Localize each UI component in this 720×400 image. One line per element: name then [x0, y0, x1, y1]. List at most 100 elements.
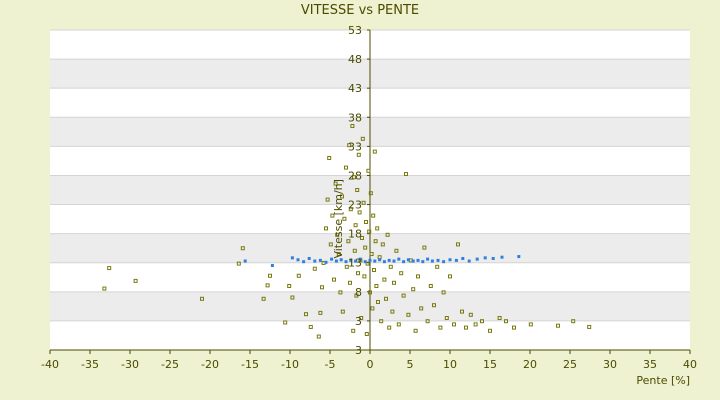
scatter-point	[435, 264, 440, 269]
scatter-point	[411, 259, 415, 263]
scatter-point	[348, 207, 353, 212]
scatter-point	[290, 256, 294, 260]
scatter-point	[335, 232, 340, 237]
scatter-point	[480, 319, 484, 324]
scatter-point	[556, 323, 560, 328]
scatter-point	[347, 143, 352, 148]
scatter-point	[454, 258, 458, 262]
scatter-point	[512, 325, 516, 330]
scatter-point	[500, 255, 504, 259]
tick-labels: -40 -35 -30 -25 -20 -15 -10 -5 0 5 10 15 20 25 30 35 40 3…	[41, 24, 697, 371]
scatter-point	[464, 325, 468, 330]
scatter-point	[452, 322, 456, 327]
scatter-point	[399, 271, 404, 276]
scatter-point	[372, 268, 376, 272]
x-tick-label: -5	[325, 358, 336, 371]
scatter-point	[287, 284, 292, 288]
scatter-point	[102, 286, 107, 291]
scatter-point	[369, 252, 374, 256]
scatter-point	[330, 213, 335, 218]
y-tick-label: 43	[348, 82, 362, 95]
scatter-point	[265, 283, 270, 288]
scatter-point	[367, 229, 372, 234]
scatter-point	[302, 260, 306, 264]
scatter-point	[349, 258, 353, 262]
x-tick-label: 25	[563, 358, 577, 371]
scatter-point	[363, 260, 367, 264]
scatter-point	[358, 257, 362, 261]
scatter-point	[338, 290, 343, 295]
scatter-point	[344, 264, 349, 269]
scatter-point	[368, 191, 373, 196]
x-tick-label: 0	[367, 358, 374, 371]
scatter-point	[382, 277, 387, 282]
scatter-point	[517, 255, 521, 259]
scatter-point	[387, 258, 391, 262]
scatter-point	[373, 239, 378, 244]
scatter-point	[312, 266, 317, 271]
scatter-point	[396, 322, 401, 327]
scatter-point	[491, 256, 495, 260]
scatter-points	[102, 124, 592, 339]
scatter-point	[107, 266, 112, 271]
scatter-point	[346, 239, 351, 244]
x-tick-label: -25	[161, 358, 179, 371]
y-tick-label: 3	[355, 344, 362, 357]
y-tick-label: 33	[348, 140, 362, 153]
scatter-point	[392, 259, 396, 263]
axis-labels: Pente [%] Vitesse [km/h]	[332, 179, 690, 387]
scatter-point	[380, 242, 385, 247]
scatter-point	[394, 248, 399, 253]
scatter-point	[333, 181, 338, 186]
scatter-point	[351, 328, 356, 333]
scatter-point	[432, 303, 436, 308]
scatter-point	[365, 261, 370, 266]
scatter-point	[324, 260, 328, 264]
y-tick-label: 18	[348, 228, 362, 241]
scatter-point	[133, 278, 138, 283]
scatter-point	[382, 260, 386, 264]
scatter-point	[340, 309, 345, 314]
x-tick-label: -30	[121, 358, 139, 371]
y-tick-label: 23	[348, 199, 362, 212]
scatter-point	[392, 280, 396, 285]
scatter-point	[461, 256, 465, 260]
scatter-point	[243, 259, 247, 263]
scatter-point	[371, 213, 376, 218]
scatter-point	[587, 324, 592, 329]
scatter-point	[364, 220, 368, 224]
scatter-point	[308, 324, 313, 329]
scatter-point	[366, 168, 371, 173]
scatter-point	[419, 306, 424, 311]
scatter-point	[528, 322, 533, 327]
scatter-point	[483, 256, 487, 260]
x-tick-label: 35	[643, 358, 657, 371]
scatter-point	[384, 296, 388, 301]
scatter-point	[421, 260, 425, 264]
scatter-point	[356, 271, 360, 276]
scatter-point	[353, 223, 358, 228]
x-tick-label: 10	[443, 358, 457, 371]
scatter-point	[368, 258, 372, 262]
scatter-point	[339, 258, 343, 262]
y-tick-label: 13	[348, 257, 362, 270]
scatter-point	[413, 328, 418, 333]
scatter-point	[430, 259, 434, 263]
scatter-point	[387, 325, 392, 330]
scatter-point	[360, 236, 364, 240]
scatter-point	[428, 284, 433, 288]
scatter-point	[397, 257, 401, 261]
scatter-point	[375, 226, 380, 231]
scatter-point	[468, 312, 473, 317]
x-tick-label: 20	[523, 358, 537, 371]
x-tick-label: 5	[407, 358, 414, 371]
scatter-point	[441, 290, 446, 295]
scatter-point	[340, 194, 344, 199]
scatter-point	[357, 210, 362, 215]
scatter-point	[379, 319, 384, 324]
scatter-point	[425, 319, 430, 324]
scatter-point	[368, 290, 372, 295]
scatter-point	[504, 319, 508, 324]
scatter-point	[359, 316, 364, 320]
